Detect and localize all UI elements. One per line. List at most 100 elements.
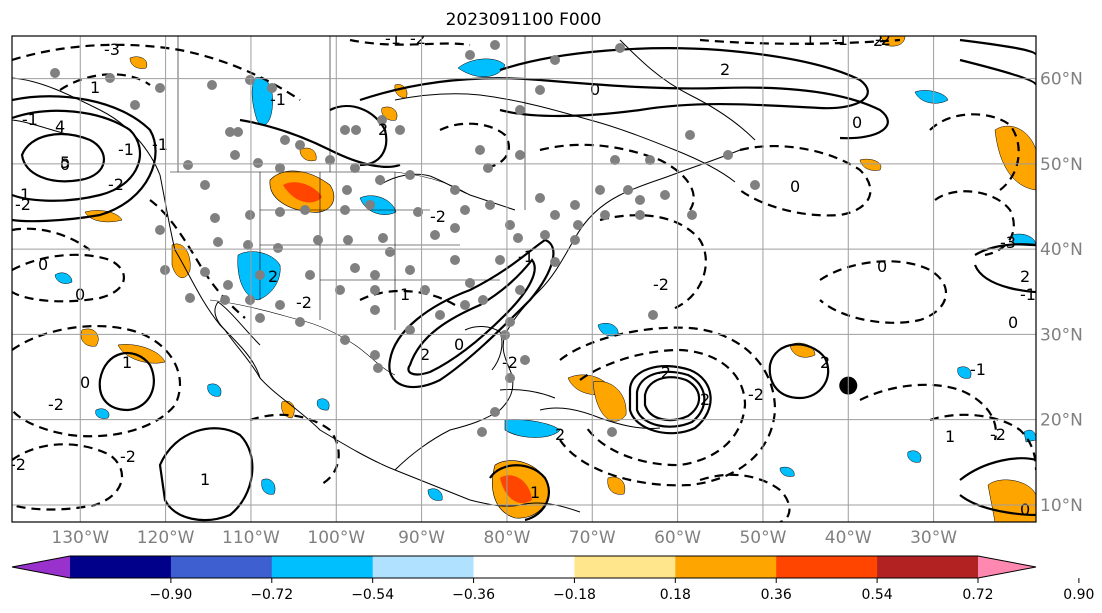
contour-label: 0 <box>60 155 70 174</box>
contour-label: 1 <box>20 185 30 204</box>
contour-label: 0 <box>877 257 887 276</box>
contour-label: 1 <box>90 78 100 97</box>
colorbar-tick-label: −0.18 <box>553 587 596 603</box>
contour-label: 2 <box>1020 267 1030 286</box>
contour-label: -2 <box>653 275 669 294</box>
colorbar-segment <box>776 556 878 578</box>
contour-labels: -3-1-21-10-1-220-254-1-210-22-202-21-120… <box>10 29 1036 519</box>
contour-label: 4 <box>55 117 65 136</box>
contour-label: 0 <box>852 113 862 132</box>
latitude-label: 20°N <box>1040 411 1083 431</box>
colorbar-segment <box>574 556 676 578</box>
contours-positive <box>12 38 1036 522</box>
contour-label: 1 <box>400 285 410 304</box>
colorbar: −0.90 −0.72 −0.54 −0.36 −0.18 0.18 0.36 0.54 0.7… <box>11 555 1094 603</box>
contour-label: 1 <box>945 427 955 446</box>
contour-label: -2 <box>120 447 136 466</box>
contour-label: -1 <box>1020 285 1036 304</box>
longitude-label: 40°W <box>825 528 872 548</box>
longitude-label: 120°W <box>137 528 195 548</box>
colorbar-segment <box>877 556 979 578</box>
colorbar-tick-label: 0.90 <box>1063 587 1094 603</box>
contour-label: 2 <box>720 60 730 79</box>
latitude-label: 50°N <box>1040 155 1083 175</box>
contour-label: -2 <box>748 385 764 404</box>
colorbar-tick-label: −0.36 <box>452 587 495 603</box>
colorbar-tick-label: 0.36 <box>761 587 792 603</box>
coastlines <box>12 39 756 513</box>
contour-label: 0 <box>1020 500 1030 519</box>
colorbar-segment <box>70 556 172 578</box>
longitude-label: 50°W <box>739 528 786 548</box>
contour-label: 2 <box>555 425 565 444</box>
longitude-label: 70°W <box>569 528 616 548</box>
contour-label: 2 <box>820 353 830 372</box>
contour-label: 1 <box>530 483 540 502</box>
contour-label: -2 <box>430 207 446 226</box>
contour-label: 0 <box>454 335 464 354</box>
contour-label: 1 <box>805 30 815 49</box>
map-frame <box>11 35 1037 523</box>
colorbar-segment <box>271 556 374 578</box>
contour-label: 0 <box>790 177 800 196</box>
latitude-label: 30°N <box>1040 325 1083 345</box>
contour-label: 2 <box>268 267 278 286</box>
contour-label: -1 <box>518 247 534 266</box>
longitude-labels: 130°W 120°W 110°W 100°W 90°W 80°W 70°W 60°W 50°W… <box>51 528 957 548</box>
contour-label: -2 <box>48 395 64 414</box>
colorbar-low-extension <box>12 556 70 578</box>
contour-label: 0 <box>80 373 90 392</box>
colorbar-tick-label: 0.54 <box>862 587 893 603</box>
contour-label: -2 <box>502 353 518 372</box>
longitude-label: 60°W <box>654 528 701 548</box>
colorbar-tick-label: −0.90 <box>149 587 192 603</box>
longitude-label: 80°W <box>483 528 530 548</box>
contour-label: -2 <box>108 175 124 194</box>
longitude-label: 130°W <box>51 528 109 548</box>
contour-label: 0 <box>1008 313 1018 332</box>
colorbar-tick-label: −0.54 <box>351 587 394 603</box>
contour-label: -3 <box>1000 233 1016 252</box>
colorbar-high-extension <box>978 556 1036 578</box>
contour-label: 5 <box>60 153 70 172</box>
contour-label: -1 <box>152 135 168 154</box>
contour-label: -2 <box>655 363 671 382</box>
contour-label: -1 <box>118 140 134 159</box>
contour-label: -2 <box>410 29 426 48</box>
contour-label: -2 <box>15 195 31 214</box>
contour-label: -1 <box>832 30 848 49</box>
colorbar-segment <box>473 556 575 578</box>
contour-label: -1 <box>385 29 401 48</box>
contour-label: -1 <box>22 110 38 129</box>
colorbar-tick-label: −0.72 <box>250 587 293 603</box>
latitude-label: 60°N <box>1040 70 1083 90</box>
map-area <box>12 36 1036 522</box>
contour-label: -1 <box>270 90 286 109</box>
colorbar-tick-label: 0.72 <box>962 587 993 603</box>
longitude-label: 90°W <box>398 528 445 548</box>
colorbar-segment <box>372 556 475 578</box>
contour-label: -2 <box>990 425 1006 444</box>
contour-label: 0 <box>38 255 48 274</box>
colorbar-outline <box>11 555 1037 579</box>
longitude-label: 30°W <box>910 528 957 548</box>
colorbar-tick-label: 0.18 <box>660 587 691 603</box>
contour-label: -2 <box>296 293 312 312</box>
contour-label: -2 <box>10 455 26 474</box>
latitude-label: 40°N <box>1040 240 1083 260</box>
contour-label: 2 <box>420 345 430 364</box>
contour-label: 2 <box>873 31 883 50</box>
contour-label: 0 <box>590 80 600 99</box>
contour-label: -3 <box>104 40 120 59</box>
contour-label: 1 <box>200 470 210 489</box>
station-markers <box>50 40 760 437</box>
gridlines <box>12 36 1036 522</box>
contour-label: 2 <box>378 120 388 139</box>
longitude-label: 100°W <box>307 528 365 548</box>
contour-label: -2 <box>875 30 891 49</box>
longitude-label: 110°W <box>222 528 280 548</box>
latitude-label: 10°N <box>1040 496 1083 516</box>
plot-title: 2023091100 F000 <box>445 10 602 30</box>
latitude-labels: 10°N 20°N 30°N 40°N 50°N 60°N <box>1040 70 1083 516</box>
